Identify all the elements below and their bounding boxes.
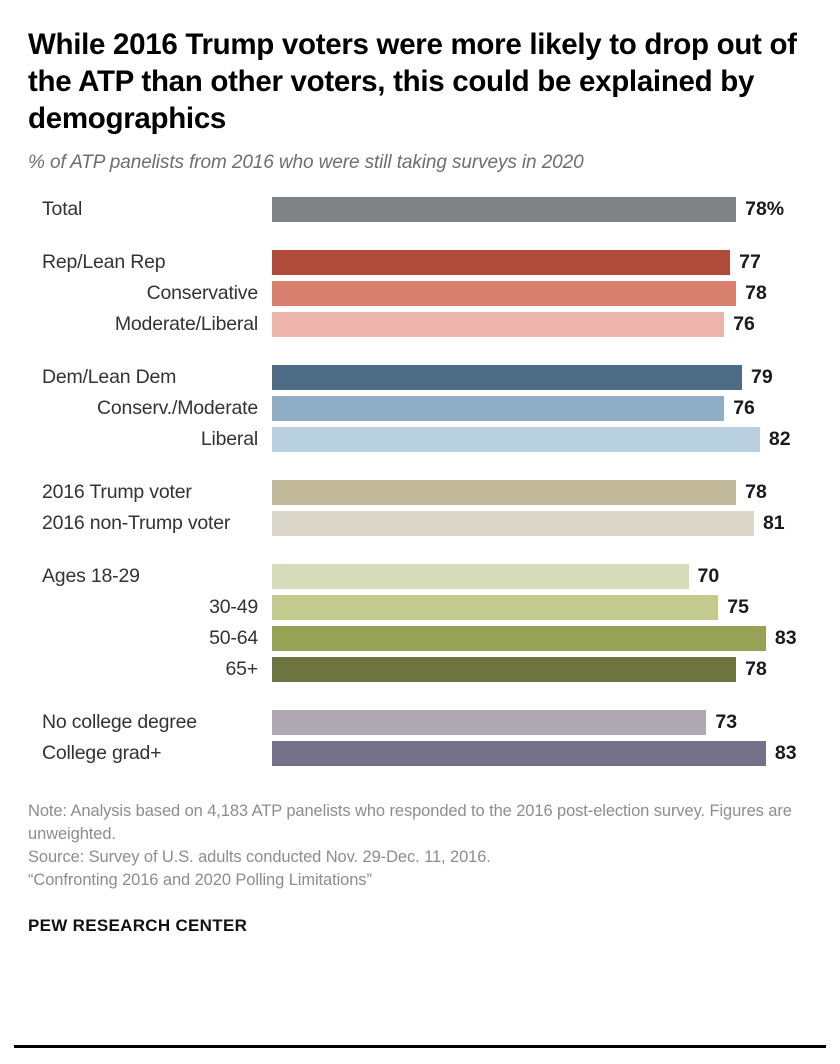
bar-area: 79 (272, 365, 826, 390)
bar-area: 82 (272, 427, 826, 452)
bar (272, 197, 737, 222)
note-line: “Confronting 2016 and 2020 Polling Limit… (28, 871, 372, 889)
bar-value-label: 75 (727, 596, 749, 618)
bar (272, 564, 689, 589)
bar-value-label: 78% (745, 198, 785, 220)
bar-row: Ages 18-29 70 (28, 564, 826, 589)
bar-row-label: 65+ (225, 658, 259, 680)
bar-row: Conserv./Moderate 76 (28, 396, 826, 421)
bar-value-label: 83 (774, 742, 797, 764)
bar-value-label: 81 (762, 512, 785, 534)
bar-value-label: 77 (739, 251, 761, 273)
bar-row-label: Moderate/Liberal (114, 313, 258, 335)
bar-row: Rep/Lean Rep 77 (28, 250, 826, 275)
bar-row: 30-49 75 (28, 595, 826, 620)
bar-area: 77 (272, 250, 826, 275)
bar-value-label: 70 (697, 565, 720, 587)
bar (272, 511, 754, 536)
bar-row-label: Conservative (146, 282, 259, 304)
bar-row: No college degree 73 (28, 710, 826, 735)
bottom-divider (14, 1045, 826, 1048)
bar-group-education: No college degree 73 College grad+ 83 (28, 710, 826, 766)
bar-group-age: Ages 18-29 70 30-49 75 50-64 83 65+ 78 (28, 564, 826, 682)
bar (272, 427, 760, 452)
bar-value-label: 78 (745, 658, 767, 680)
bar-chart: Total 78% Rep/Lean Rep 77 Conservative 78 Mode… (14, 197, 826, 766)
bar-area: 78 (272, 281, 826, 306)
bar (272, 710, 707, 735)
note-line: Source: Survey of U.S. adults conducted … (28, 848, 491, 866)
bar-area: 76 (272, 312, 826, 337)
bar-value-label: 79 (751, 366, 773, 388)
page-title: While 2016 Trump voters were more likely… (28, 28, 797, 135)
bar-row: Conservative 78 (28, 281, 826, 306)
bar-row-label: Conserv./Moderate (97, 397, 258, 419)
bar-row-label: 2016 Trump voter (42, 481, 192, 503)
bar (272, 312, 725, 337)
bar-row-label: Total (42, 198, 83, 220)
bar-area: 83 (272, 626, 826, 651)
bar-group-vote-2016: 2016 Trump voter 78 2016 non-Trump voter 81 (28, 480, 826, 536)
bar (272, 480, 737, 505)
bar (272, 396, 725, 421)
bar-area: 83 (272, 741, 826, 766)
bar (272, 741, 766, 766)
bar-area: 73 (272, 710, 826, 735)
bar-row: 65+ 78 (28, 657, 826, 682)
bar-area: 78 (272, 480, 826, 505)
bar-group-democrat: Dem/Lean Dem 79 Conserv./Moderate 76 Liberal… (28, 365, 826, 452)
bar-row-label: Rep/Lean Rep (42, 251, 166, 273)
footnotes: Note: Analysis based on 4,183 ATP paneli… (14, 800, 826, 892)
bar-area: 76 (272, 396, 826, 421)
bar-group-total: Total 78% (28, 197, 826, 222)
bar-row-label: 30-49 (209, 596, 258, 618)
chart-subtitle: % of ATP panelists from 2016 who were st… (28, 152, 584, 173)
bar-row: 2016 non-Trump voter 81 (28, 511, 826, 536)
note-line: Note: Analysis based on 4,183 ATP paneli… (28, 802, 792, 843)
bar-area: 75 (272, 595, 826, 620)
bar-value-label: 78 (745, 282, 767, 304)
bar-value-label: 76 (733, 397, 755, 419)
pew-research-center-brand: PEW RESEARCH CENTER (28, 916, 248, 935)
bar-value-label: 73 (715, 711, 738, 733)
bar (272, 595, 719, 620)
bar-row: Moderate/Liberal 76 (28, 312, 826, 337)
bar-row-label: No college degree (42, 711, 197, 733)
bar-value-label: 76 (733, 313, 755, 335)
bar-row: 50-64 83 (28, 626, 826, 651)
bar-row: 2016 Trump voter 78 (28, 480, 826, 505)
bar-area: 70 (272, 564, 826, 589)
bar-row: College grad+ 83 (28, 741, 826, 766)
bar (272, 657, 737, 682)
bar-area: 81 (272, 511, 826, 536)
bar-row-label: College grad+ (42, 742, 162, 764)
bar-row: Total 78% (28, 197, 826, 222)
bar-row: Dem/Lean Dem 79 (28, 365, 826, 390)
bar (272, 365, 743, 390)
bar (272, 250, 731, 275)
bar-area: 78% (272, 197, 826, 222)
bar-value-label: 82 (768, 428, 791, 450)
bar-row: Liberal 82 (28, 427, 826, 452)
bar-row-label: Liberal (200, 428, 258, 450)
bar (272, 626, 766, 651)
bar-group-party: Rep/Lean Rep 77 Conservative 78 Moderate/Lib… (28, 250, 826, 337)
bar-row-label: Dem/Lean Dem (42, 366, 177, 388)
bar (272, 281, 737, 306)
bar-row-label: 2016 non-Trump voter (42, 512, 231, 534)
bar-value-label: 78 (745, 481, 767, 503)
bar-value-label: 83 (774, 627, 797, 649)
bar-row-label: 50-64 (209, 627, 258, 649)
bar-row-label: Ages 18-29 (42, 565, 140, 587)
bar-area: 78 (272, 657, 826, 682)
